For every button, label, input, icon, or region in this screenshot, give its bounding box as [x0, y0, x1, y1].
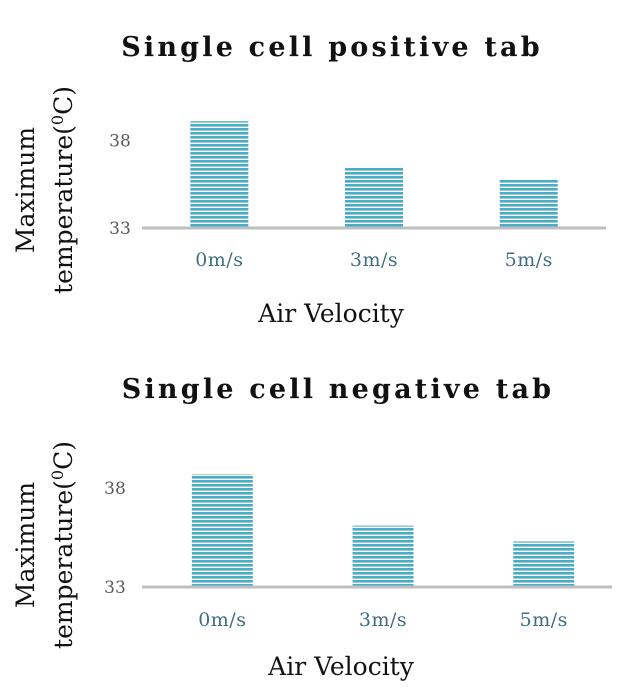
x-tick-label: 0m/s	[195, 249, 243, 271]
x-tick-label: 3m/s	[350, 249, 398, 271]
chart-title: Single cell positive tab	[121, 32, 543, 63]
svg-text:temperature(0C): temperature(0C)	[48, 86, 78, 294]
bar-5m/s	[513, 541, 575, 587]
x-tick-label: 0m/s	[198, 609, 246, 631]
x-tick-label: 3m/s	[359, 609, 407, 631]
bar-3m/s	[345, 166, 404, 228]
svg-text:temperature(0C): temperature(0C)	[48, 441, 78, 649]
plot-area: 33 38 0m/s 3m/s 5m/s	[109, 121, 606, 271]
bar-0m/s	[191, 474, 253, 587]
bar-0m/s	[190, 121, 249, 228]
y-axis-label-superscript: 0	[48, 115, 67, 125]
y-tick-label: 33	[104, 578, 126, 598]
y-axis-label-line1: Maximum	[11, 127, 40, 253]
y-tick-label: 33	[109, 219, 131, 239]
y-tick-label: 38	[109, 132, 131, 152]
chart-positive-tab: Single cell positive tab Maximum tempera…	[11, 32, 606, 328]
chart-title: Single cell negative tab	[122, 374, 554, 405]
x-tick-label: 5m/s	[505, 249, 553, 271]
y-axis-label-line2: temperature(	[49, 125, 78, 294]
bar-5m/s	[499, 179, 558, 228]
y-axis-label-unit: C)	[49, 86, 78, 115]
y-axis-label-line1: Maximum	[11, 482, 40, 608]
y-axis-label-unit: C)	[49, 441, 78, 470]
x-tick-label: 5m/s	[520, 609, 568, 631]
y-tick-label: 38	[104, 479, 126, 499]
plot-area: 33 38 0m/s 3m/s 5m/s	[104, 474, 612, 631]
y-axis-label-superscript: 0	[48, 470, 67, 480]
y-axis-title: Maximum temperature(0C)	[11, 441, 78, 649]
y-axis-title: Maximum temperature(0C)	[11, 86, 78, 294]
chart-negative-tab: Single cell negative tab Maximum tempera…	[11, 374, 612, 681]
x-axis-title: Air Velocity	[267, 652, 415, 681]
y-axis-label-line2: temperature(	[49, 480, 78, 649]
bar-3m/s	[352, 525, 414, 587]
x-axis-title: Air Velocity	[257, 299, 405, 328]
